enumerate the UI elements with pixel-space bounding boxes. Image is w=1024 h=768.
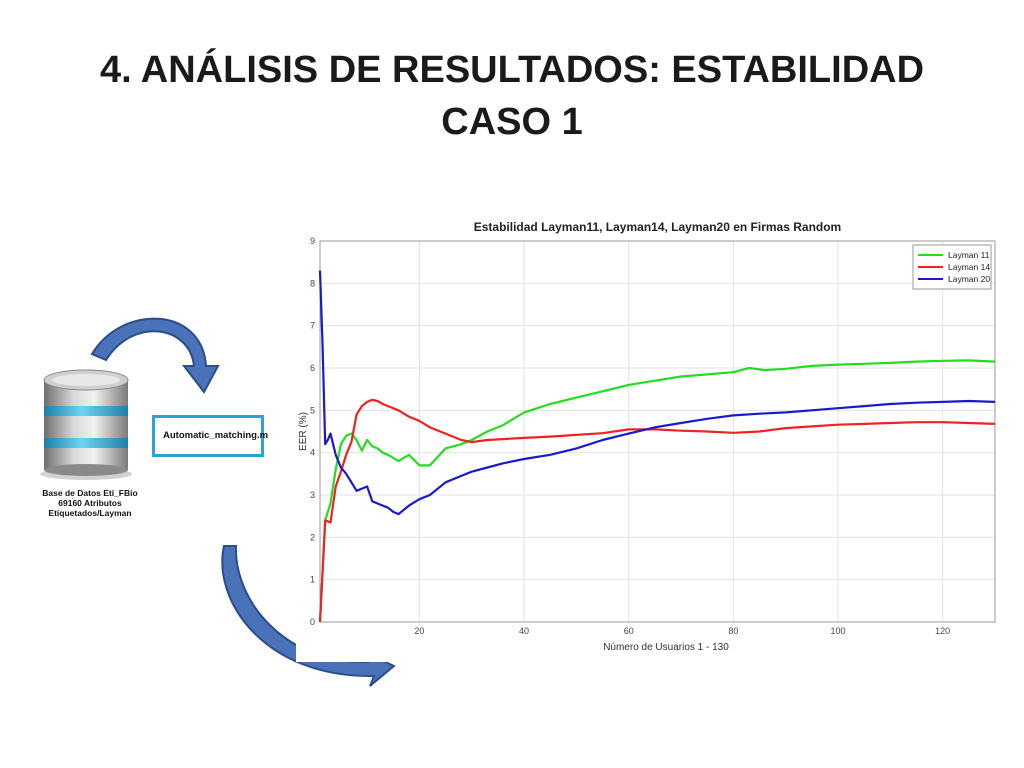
y-tick-label: 6 xyxy=(310,363,315,373)
y-tick-label: 1 xyxy=(310,575,315,585)
slide-title: 4. ANÁLISIS DE RESULTADOS: ESTABILIDAD C… xyxy=(0,44,1024,148)
series-line-layman-20 xyxy=(318,270,996,516)
y-tick-label: 9 xyxy=(310,236,315,246)
y-tick-label: 2 xyxy=(310,532,315,542)
database-caption-line-3: Etiquetados/Layman xyxy=(48,508,132,518)
y-tick-label: 4 xyxy=(310,448,315,458)
legend-label: Layman 14 xyxy=(948,262,990,272)
legend-label: Layman 11 xyxy=(948,250,990,260)
chart-title: Estabilidad Layman11, Layman14, Layman20… xyxy=(474,220,841,234)
x-axis-label: Número de Usuarios 1 - 130 xyxy=(603,642,729,653)
slide-title-line-1: 4. ANÁLISIS DE RESULTADOS: ESTABILIDAD xyxy=(99,49,925,91)
database-icon xyxy=(40,369,132,480)
y-tick-label: 7 xyxy=(310,321,315,331)
slide-title-line-2: CASO 1 xyxy=(441,101,583,143)
database-caption-line-1: Base de Datos Eti_FBio xyxy=(42,488,138,498)
x-tick-label: 120 xyxy=(935,626,950,636)
series-line-layman-14 xyxy=(318,398,996,623)
y-tick-label: 3 xyxy=(310,490,315,500)
x-tick-label: 20 xyxy=(414,626,424,636)
series-line-layman-11 xyxy=(318,359,996,623)
curved-arrow-icon xyxy=(90,317,220,394)
y-axis-label: EER (%) xyxy=(298,412,309,451)
y-tick-label: 0 xyxy=(310,617,315,627)
chart: 20 40 60 80 100 120 0 1 2 3 4 5 6 7 8 9 Estabilidad Laym… xyxy=(296,212,1004,662)
y-tick-label: 8 xyxy=(310,278,315,288)
y-tick-label: 5 xyxy=(310,405,315,415)
script-box: Automatic_matching.m xyxy=(152,415,268,457)
x-tick-label: 60 xyxy=(624,626,634,636)
x-tick-label: 100 xyxy=(831,626,846,636)
x-tick-label: 40 xyxy=(519,626,529,636)
plot-area-frame xyxy=(319,240,996,623)
database-caption: Base de Datos Eti_FBio 69160 Atributos E… xyxy=(22,488,158,518)
script-label: Automatic_matching.m xyxy=(163,430,269,441)
x-tick-label: 80 xyxy=(728,626,738,636)
database-caption-line-2: 69160 Atributos xyxy=(58,498,122,508)
legend-label: Layman 20 xyxy=(948,274,990,284)
